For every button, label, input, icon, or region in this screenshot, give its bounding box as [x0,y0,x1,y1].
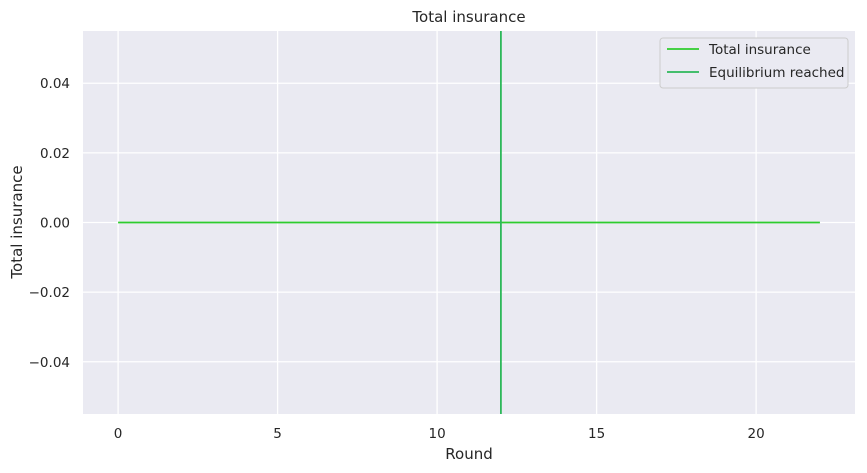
legend-label-total-insurance: Total insurance [708,42,811,58]
series-layer [118,31,820,414]
y-tick-label: 0.02 [40,146,70,162]
y-tick-label: 0.00 [40,216,70,232]
legend: Total insurance Equilibrium reached [659,37,849,89]
x-axis-label: Round [445,445,492,463]
x-tick-label: 20 [748,426,765,442]
y-tick-label: −0.02 [29,285,70,301]
y-axis-label: Total insurance [8,165,26,279]
x-tick-label: 0 [114,426,123,442]
x-axis-ticks: 0 5 10 15 20 [114,426,765,442]
x-tick-label: 10 [429,426,446,442]
y-tick-label: −0.04 [29,355,70,371]
legend-box [659,37,849,89]
legend-label-equilibrium-reached: Equilibrium reached [709,65,844,81]
y-tick-label: 0.04 [40,76,70,92]
x-tick-label: 15 [588,426,605,442]
y-axis-ticks: −0.04 −0.02 0.00 0.02 0.04 [29,76,70,371]
chart-title: Total insurance [411,8,525,26]
x-tick-label: 5 [273,426,282,442]
